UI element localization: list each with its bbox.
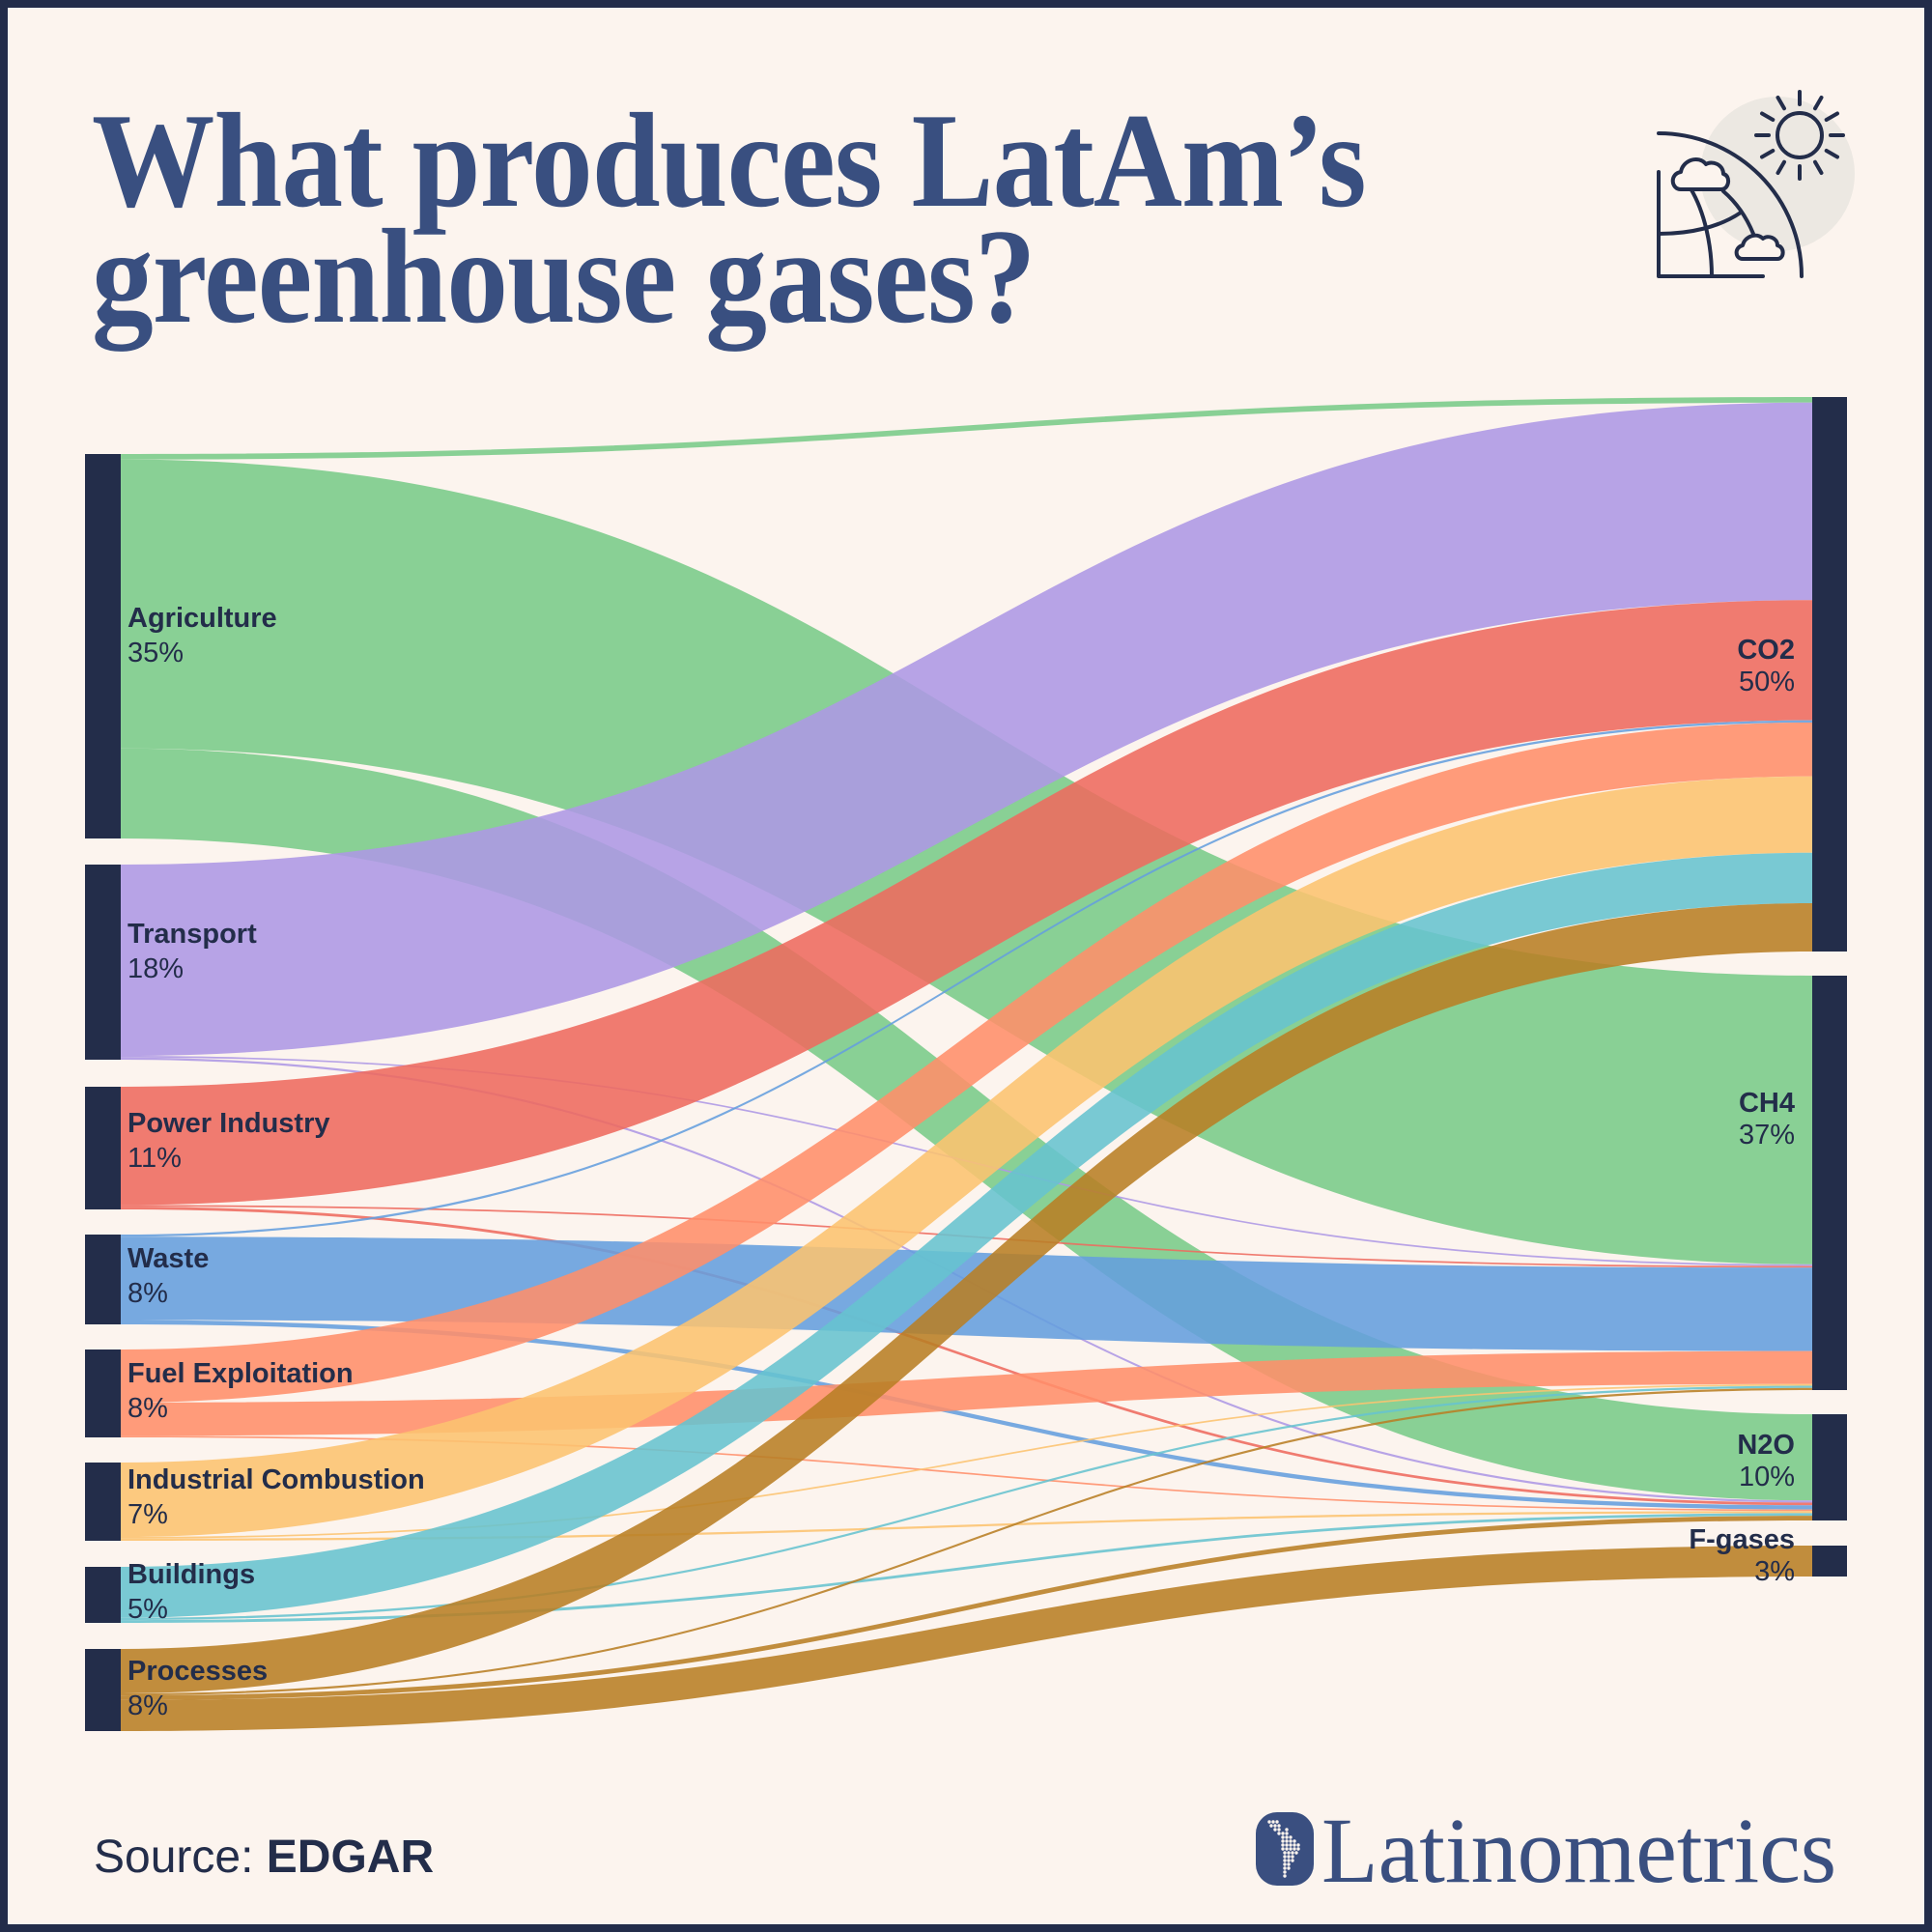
globe-grid-icon	[1657, 131, 1804, 278]
node-percent: 8%	[128, 1690, 168, 1721]
node-percent: 18%	[128, 953, 185, 984]
sankey-link-processes-to-ch4	[121, 1387, 1812, 1696]
sankey-link-waste-to-co2	[121, 720, 1812, 1237]
sankey-link-processes-to-n2o	[121, 1516, 1812, 1700]
node-bar-n2o	[1812, 1414, 1847, 1520]
node-name: N2O	[1737, 1430, 1795, 1461]
node-percent: 50%	[1738, 667, 1795, 697]
node-percent: 35%	[128, 638, 185, 668]
sankey-link-industrial-to-co2	[121, 776, 1812, 1538]
node-percent: 3%	[1754, 1556, 1795, 1587]
source-label: Source:	[94, 1832, 267, 1883]
node-label-f-gases: F-gases 3%	[1689, 1524, 1795, 1588]
node-label-agriculture: Agriculture 35%	[128, 601, 277, 670]
node-percent: 8%	[128, 1278, 168, 1309]
node-name: Power Industry	[128, 1108, 330, 1139]
source-value: EDGAR	[266, 1832, 435, 1883]
sankey-node-bars	[85, 397, 1847, 1731]
node-percent: 10%	[1738, 1462, 1795, 1492]
page-title: What produces LatAm’s greenhouse gases?	[92, 86, 1367, 352]
sankey-link-agriculture-to-co2	[121, 397, 1812, 460]
latin-america-map-logo-icon	[1256, 1812, 1314, 1886]
node-label-power-industry: Power Industry 11%	[128, 1106, 330, 1176]
node-percent: 8%	[128, 1393, 168, 1424]
node-name: Waste	[128, 1243, 210, 1274]
title-line-1: What produces LatAm’s	[92, 86, 1367, 236]
sankey-link-fuel-to-n2o	[121, 1435, 1812, 1512]
sankey-link-buildings-to-ch4	[121, 1385, 1812, 1621]
node-name: Fuel Exploitation	[128, 1358, 354, 1389]
sankey-link-buildings-to-co2	[121, 852, 1812, 1618]
sankey-link-power-to-co2	[121, 600, 1812, 1206]
node-label-co2: CO2 50%	[1737, 635, 1795, 698]
node-bar-power	[85, 1087, 121, 1209]
node-name: Transport	[128, 919, 257, 950]
node-name: CH4	[1738, 1088, 1795, 1119]
node-bar-waste	[85, 1235, 121, 1324]
node-bar-fgases	[1812, 1546, 1847, 1577]
sun-icon	[1754, 90, 1845, 181]
sankey-link-power-to-n2o	[121, 1207, 1812, 1506]
node-bar-fuel	[85, 1350, 121, 1437]
node-percent: 5%	[128, 1594, 168, 1625]
sankey-link-fuel-to-co2	[121, 722, 1812, 1403]
node-bar-ch4	[1812, 976, 1847, 1390]
node-percent: 7%	[128, 1499, 168, 1530]
node-name: Buildings	[128, 1559, 256, 1590]
sankey-link-buildings-to-n2o	[121, 1513, 1812, 1623]
source-credit: Source: EDGAR	[94, 1834, 434, 1881]
node-bar-agriculture	[85, 454, 121, 838]
node-name: F-gases	[1689, 1524, 1795, 1555]
node-label-ch4: CH4 37%	[1739, 1088, 1795, 1151]
node-label-processes: Processes 8%	[128, 1654, 268, 1723]
node-bar-industrial	[85, 1463, 121, 1541]
sankey-link-industrial-to-ch4	[121, 1383, 1812, 1539]
node-bar-processes	[85, 1649, 121, 1731]
sankey-link-processes-to-fgases	[121, 1546, 1812, 1731]
sankey-link-waste-to-n2o	[121, 1320, 1812, 1510]
globe-sun-climate-icon	[1657, 90, 1855, 278]
node-label-industrial-combustion: Industrial Combustion 7%	[128, 1463, 425, 1532]
node-label-transport: Transport 18%	[128, 917, 257, 986]
node-name: CO2	[1737, 635, 1795, 666]
node-bar-buildings	[85, 1567, 121, 1623]
brand-wordmark: Latinometrics	[1321, 1799, 1837, 1902]
node-bar-co2	[1812, 397, 1847, 952]
sankey-link-industrial-to-n2o	[121, 1511, 1812, 1541]
node-name: Industrial Combustion	[128, 1464, 425, 1495]
title-line-2: greenhouse gases?	[92, 202, 1037, 352]
node-label-buildings: Buildings 5%	[128, 1557, 255, 1627]
node-percent: 37%	[1738, 1120, 1795, 1151]
sankey-link-processes-to-co2	[121, 903, 1812, 1693]
node-label-fuel-exploitation: Fuel Exploitation 8%	[128, 1356, 354, 1426]
sankey-link-transport-to-co2	[121, 402, 1812, 1057]
cloud-icon	[1670, 156, 1785, 261]
node-label-n2o: N2O 10%	[1737, 1430, 1795, 1493]
node-label-waste: Waste 8%	[128, 1241, 209, 1311]
node-percent: 11%	[128, 1143, 182, 1174]
node-name: Processes	[128, 1656, 269, 1687]
node-name: Agriculture	[128, 603, 277, 634]
sankey-links	[121, 397, 1812, 1731]
node-bar-transport	[85, 865, 121, 1060]
